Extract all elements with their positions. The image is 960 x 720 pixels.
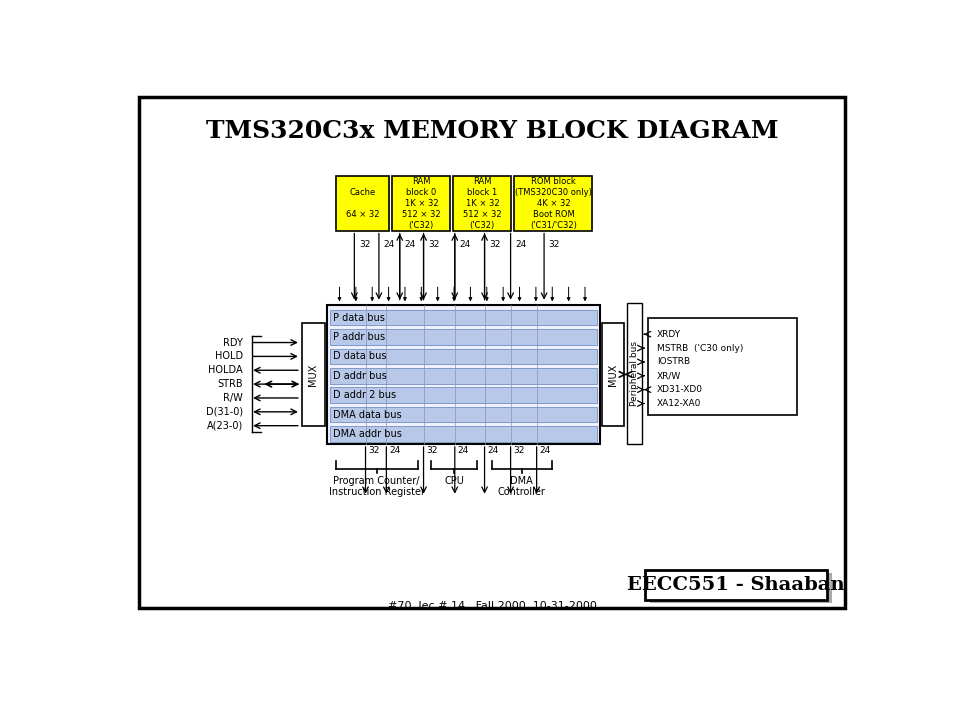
FancyBboxPatch shape	[602, 323, 624, 426]
Text: XD31-XD0: XD31-XD0	[658, 385, 703, 394]
Text: 32: 32	[514, 446, 525, 455]
Text: TMS320C3x MEMORY BLOCK DIAGRAM: TMS320C3x MEMORY BLOCK DIAGRAM	[205, 119, 779, 143]
Text: 32: 32	[548, 240, 560, 249]
Text: DMA data bus: DMA data bus	[333, 410, 401, 420]
Text: IOSTRB: IOSTRB	[658, 357, 690, 366]
Text: 32: 32	[359, 240, 371, 249]
Text: 32: 32	[489, 240, 500, 249]
Text: CPU: CPU	[444, 476, 464, 485]
Text: MSTRB  ('C30 only): MSTRB ('C30 only)	[658, 343, 744, 353]
Text: HOLDA: HOLDA	[208, 365, 243, 375]
Text: RAM
block 1
1K × 32
512 × 32
('C32): RAM block 1 1K × 32 512 × 32 ('C32)	[463, 176, 502, 230]
Text: D(31-0): D(31-0)	[205, 407, 243, 417]
Text: 32: 32	[428, 240, 440, 249]
Text: R/W: R/W	[223, 393, 243, 403]
FancyBboxPatch shape	[330, 310, 597, 325]
FancyBboxPatch shape	[644, 570, 827, 600]
FancyBboxPatch shape	[330, 407, 597, 423]
Text: #70  lec # 14   Fall 2000  10-31-2000: #70 lec # 14 Fall 2000 10-31-2000	[388, 601, 596, 611]
Text: HOLD: HOLD	[215, 351, 243, 361]
Text: 24: 24	[459, 240, 470, 249]
FancyBboxPatch shape	[302, 323, 324, 426]
Text: DMA addr bus: DMA addr bus	[333, 429, 401, 439]
Text: 24: 24	[516, 240, 526, 249]
Text: XR/W: XR/W	[658, 372, 682, 380]
Text: EECC551 - Shaaban: EECC551 - Shaaban	[627, 576, 845, 595]
Text: Cache

64 × 32: Cache 64 × 32	[346, 188, 379, 219]
FancyBboxPatch shape	[330, 387, 597, 403]
Text: DMA
Controller: DMA Controller	[498, 476, 545, 498]
FancyBboxPatch shape	[138, 97, 846, 608]
Text: 32: 32	[369, 446, 380, 455]
FancyBboxPatch shape	[393, 176, 450, 230]
Text: 32: 32	[426, 446, 438, 455]
FancyBboxPatch shape	[453, 176, 512, 230]
Text: D addr 2 bus: D addr 2 bus	[333, 390, 396, 400]
FancyBboxPatch shape	[650, 572, 832, 603]
Text: Peripheral bus: Peripheral bus	[630, 341, 638, 406]
FancyBboxPatch shape	[336, 176, 390, 230]
Text: 24: 24	[390, 446, 400, 455]
FancyBboxPatch shape	[330, 368, 597, 384]
Text: 24: 24	[404, 240, 416, 249]
Text: RAM
block 0
1K × 32
512 × 32
('C32): RAM block 0 1K × 32 512 × 32 ('C32)	[402, 176, 441, 230]
Text: 24: 24	[383, 240, 395, 249]
Text: 24: 24	[540, 446, 551, 455]
Text: Program Counter/
Instruction Register: Program Counter/ Instruction Register	[328, 476, 424, 498]
Text: A(23-0): A(23-0)	[206, 420, 243, 431]
Text: 24: 24	[488, 446, 499, 455]
FancyBboxPatch shape	[627, 302, 641, 444]
Text: P addr bus: P addr bus	[333, 332, 385, 342]
Text: P data bus: P data bus	[333, 312, 385, 323]
Text: 24: 24	[458, 446, 469, 455]
Text: XRDY: XRDY	[658, 330, 682, 338]
Text: MUX: MUX	[308, 364, 319, 385]
FancyBboxPatch shape	[330, 426, 597, 442]
FancyBboxPatch shape	[515, 176, 592, 230]
Text: D data bus: D data bus	[333, 351, 386, 361]
FancyBboxPatch shape	[648, 318, 797, 415]
FancyBboxPatch shape	[330, 329, 597, 345]
Text: XA12-XA0: XA12-XA0	[658, 399, 702, 408]
FancyBboxPatch shape	[326, 305, 600, 444]
FancyBboxPatch shape	[330, 348, 597, 364]
Text: RDY: RDY	[223, 338, 243, 348]
Text: STRB: STRB	[217, 379, 243, 389]
Text: D addr bus: D addr bus	[333, 371, 387, 381]
Text: MUX: MUX	[609, 364, 618, 385]
Text: ROM block
(TMS320C30 only)
4K × 32
Boot ROM
('C31/'C32): ROM block (TMS320C30 only) 4K × 32 Boot …	[515, 176, 591, 230]
